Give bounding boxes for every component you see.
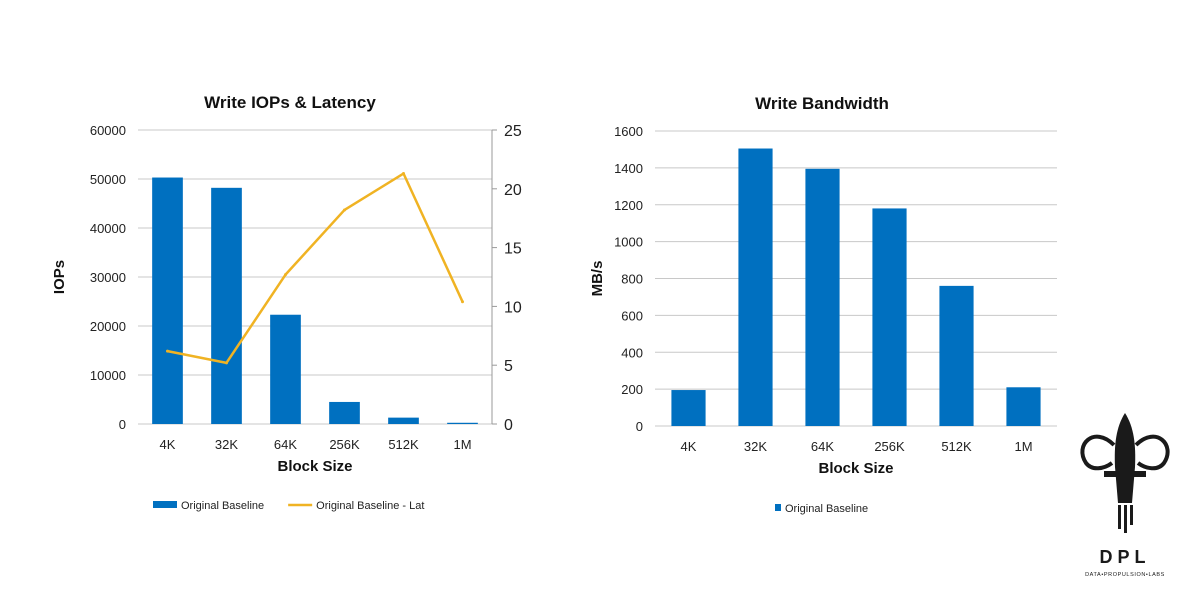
legend-label: Original Baseline: [181, 500, 264, 512]
y2-tick-label: 20: [504, 182, 522, 199]
latency-line: [167, 172, 464, 365]
x-tick-label: 64K: [274, 437, 297, 452]
y-tick-label: 50000: [90, 172, 126, 187]
x-tick-label: 32K: [215, 437, 238, 452]
x-tick-label: 1M: [453, 437, 471, 452]
latency-point: [402, 172, 405, 176]
latency-point: [225, 361, 228, 365]
chart-write-iops-latency: 0 10000 20000 30000 40000 50000 60000 4K 32K 64K 2…: [51, 93, 522, 512]
x-tick-label: 4K: [160, 437, 176, 452]
y-tick-label: 40000: [90, 221, 126, 236]
y-tick-label: 20000: [90, 319, 126, 334]
bar: [671, 390, 706, 426]
bar: [329, 401, 360, 424]
legend-swatch-bar: [153, 501, 177, 508]
y2-tick-label: 25: [504, 123, 522, 140]
bar: [447, 422, 478, 424]
y-axis-label: IOPs: [51, 260, 68, 294]
y-tick-label: 60000: [90, 123, 126, 138]
y-tick-label: 600: [621, 308, 643, 323]
y-axis-label: MB/s: [589, 261, 606, 297]
chart-title: Write Bandwidth: [755, 94, 889, 113]
y-tick-label: 10000: [90, 368, 126, 383]
bar: [211, 187, 242, 424]
y-tick-label: 1000: [614, 235, 643, 250]
latency-point: [461, 300, 464, 304]
latency-point: [284, 273, 287, 277]
bar: [270, 314, 301, 424]
x-tick-label: 64K: [811, 439, 834, 454]
y2-tick-label: 10: [504, 299, 522, 316]
y2-tick-label: 0: [504, 417, 513, 434]
x-tick-label: 4K: [681, 439, 697, 454]
x-tick-label: 32K: [744, 439, 767, 454]
y-tick-label: 30000: [90, 270, 126, 285]
x-axis-label: Block Size: [277, 458, 352, 475]
rocket-fleur-icon: [1080, 413, 1170, 533]
x-tick-label: 512K: [388, 437, 419, 452]
x-tick-label: 1M: [1014, 439, 1032, 454]
dpl-logo: DPL DATA•PROPULSION•LABS: [1060, 405, 1190, 595]
bar: [738, 148, 773, 426]
bar: [152, 177, 183, 424]
logo-text: DPL: [1100, 547, 1151, 567]
legend-label: Original Baseline - Lat: [316, 500, 424, 512]
y-tick-label: 800: [621, 272, 643, 287]
latency-point: [166, 349, 169, 353]
y-tick-label: 200: [621, 382, 643, 397]
x-axis-label: Block Size: [818, 460, 893, 477]
x-tick-label: 512K: [941, 439, 972, 454]
logo-tagline: DATA•PROPULSION•LABS: [1085, 572, 1165, 578]
legend-swatch-bar: [775, 504, 781, 511]
bar: [1006, 387, 1041, 426]
y-tick-label: 1200: [614, 198, 643, 213]
y2-tick-label: 15: [504, 241, 522, 258]
latency-point: [343, 208, 346, 212]
chart-write-bandwidth: 0 200 400 600 800 1000 1200 1400 1600 4K 32K 64K 256…: [589, 94, 1057, 515]
bar: [939, 285, 974, 426]
y-tick-label: 0: [636, 419, 643, 434]
y-tick-label: 1400: [614, 161, 643, 176]
bar: [872, 208, 907, 426]
y-tick-label: 0: [119, 417, 126, 432]
bar: [805, 168, 840, 426]
legend-label: Original Baseline: [785, 503, 868, 515]
y2-tick-label: 5: [504, 358, 513, 375]
chart-title: Write IOPs & Latency: [204, 93, 376, 112]
x-tick-label: 256K: [874, 439, 905, 454]
y-tick-label: 1600: [614, 124, 643, 139]
bar: [388, 417, 419, 424]
x-tick-label: 256K: [329, 437, 360, 452]
y-tick-label: 400: [621, 345, 643, 360]
